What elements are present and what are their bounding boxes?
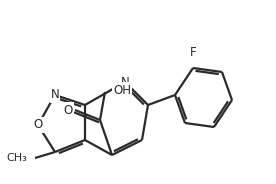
Text: O: O (63, 103, 73, 116)
Text: N: N (51, 89, 59, 102)
Text: OH: OH (113, 84, 131, 96)
Text: CH₃: CH₃ (6, 153, 27, 163)
Text: O: O (33, 118, 43, 132)
Text: F: F (190, 45, 196, 59)
Text: N: N (121, 75, 129, 89)
